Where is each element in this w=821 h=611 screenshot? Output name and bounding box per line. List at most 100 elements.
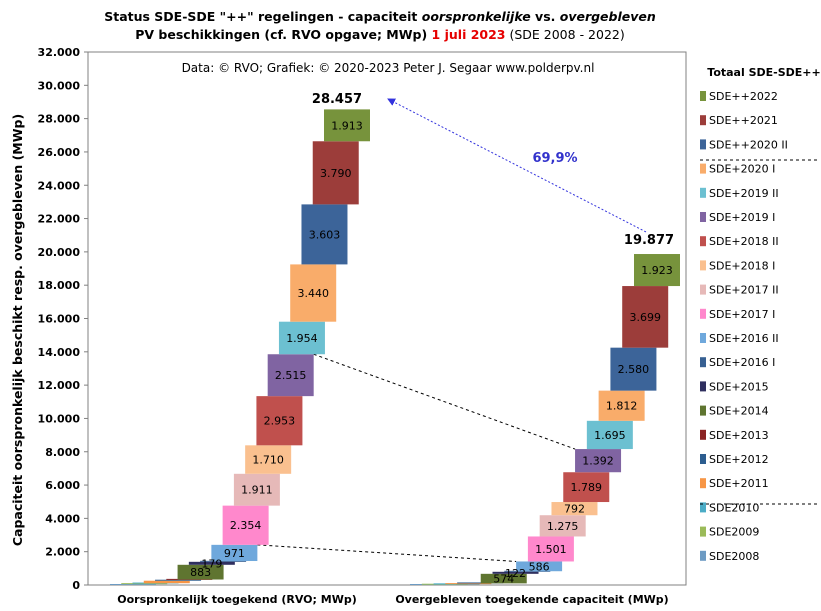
legend-item: SDE+2020 I: [709, 163, 775, 176]
bar-sde-2017-ii-original: [233, 473, 280, 506]
chart-title-line1: Status SDE-SDE "++" regelingen - capacit…: [104, 9, 656, 24]
legend-item: SDE++2020 II: [709, 138, 788, 151]
segment-label: 1.501: [535, 543, 567, 556]
segment-label: 574: [493, 573, 514, 586]
bar-sde-2018-ii-remaining: [563, 472, 610, 503]
segment-label: 1.710: [252, 454, 284, 467]
legend-item: SDE+2018 II: [709, 235, 779, 248]
bar-sde-2019-ii-original: [278, 321, 325, 355]
y-tick-label: 8.000: [45, 446, 80, 459]
segment-label: 883: [190, 566, 211, 579]
y-tick-label: 12.000: [38, 379, 81, 392]
bar-sde-2018-i-original: [245, 445, 292, 474]
segment-label: 1.392: [582, 455, 614, 468]
y-tick-label: 28.000: [38, 113, 81, 126]
legend-swatch: [700, 139, 706, 150]
bar-sde-2012-original: [155, 579, 202, 581]
y-tick-label: 22.000: [38, 213, 81, 226]
bar-sde-2016-i-remaining: [504, 570, 551, 572]
bar-sde-2022-original: [324, 109, 370, 142]
bar-sde-2018-i-remaining: [551, 502, 598, 516]
segment-label: 1.911: [241, 484, 273, 497]
y-tick-label: 14.000: [38, 346, 81, 359]
segment-label: 2.953: [264, 415, 296, 428]
bar-sde-2011-remaining: [445, 583, 492, 585]
legend-item: SDE+2016 II: [709, 332, 779, 345]
segment-label: 2.580: [618, 363, 650, 376]
credit-text: Data: © RVO; Grafiek: © 2020-2023 Peter …: [182, 61, 595, 75]
legend-item: SDE+2011: [709, 477, 769, 490]
segment-label: 1.923: [641, 264, 673, 277]
legend-item: SDE2010: [709, 501, 759, 514]
legend-item: SDE+2017 I: [709, 308, 775, 321]
y-tick-label: 20.000: [38, 246, 81, 259]
bar-sde-2019-i-original: [267, 354, 314, 397]
segment-label: 1.695: [594, 429, 626, 442]
bar-sde-2014-original: [177, 564, 224, 580]
chart-title-line2: PV beschikkingen (cf. RVO opgave; MWp) 1…: [135, 27, 625, 42]
legend-item: SDE+2018 I: [709, 259, 775, 272]
y-tick-label: 32.000: [38, 46, 81, 59]
connector-lines: [257, 353, 576, 562]
y-tick-label: 24.000: [38, 179, 81, 192]
segment-label: 179: [201, 557, 222, 570]
segment-label: 122: [505, 567, 526, 580]
legend-swatch: [700, 333, 706, 343]
category-label-remaining: Overgebleven toegekende capaciteit (MWp): [395, 593, 668, 606]
bar-sde-2015-remaining: [492, 571, 539, 574]
y-tick-label: 2.000: [45, 546, 80, 559]
bar-sde-2015-original: [188, 561, 235, 565]
total-label-original: 28.457: [312, 92, 362, 107]
legend-item: SDE+2019 II: [709, 187, 779, 200]
legend-item: SDE+2014: [709, 405, 769, 418]
segment-label: 586: [529, 560, 550, 573]
percentage-annotation: 69,9%: [532, 151, 577, 166]
legend-swatch: [700, 115, 706, 126]
bar-sde-2018-ii-original: [256, 396, 303, 446]
bar-sde-2020-i-remaining: [598, 390, 645, 421]
legend-swatch: [700, 381, 706, 392]
segment-label: 2.515: [275, 369, 307, 382]
connector-line: [313, 353, 576, 450]
bar-sde-2017-ii-remaining: [539, 515, 586, 537]
y-tick-label: 16.000: [38, 313, 81, 326]
legend-swatch: [700, 187, 706, 198]
legend-item: SDE++2022: [709, 90, 778, 103]
bar-sde2009-original: [121, 583, 168, 585]
segment-label: 1.812: [606, 400, 638, 413]
segment-label: 2.354: [230, 519, 262, 532]
y-axis-label: Capaciteit oorspronkelijk beschikt resp.…: [10, 114, 25, 546]
bar-sde-2016-ii-original: [211, 544, 258, 562]
segment-label: 971: [224, 547, 245, 560]
segment-label: 1.275: [547, 520, 579, 533]
segment-label: 1.913: [331, 119, 363, 132]
legend-swatch: [700, 526, 706, 537]
bar-sde-2017-i-remaining: [527, 536, 574, 562]
bar-sde-2014-remaining: [480, 573, 527, 584]
segment-label: 792: [564, 503, 585, 516]
bar-sde-2019-i-remaining: [575, 449, 622, 473]
total-label-remaining: 19.877: [624, 233, 674, 248]
y-tick-label: 26.000: [38, 146, 81, 159]
y-tick-label: 0: [72, 579, 80, 592]
segment-label: 3.699: [629, 311, 661, 324]
bar-sde-2021-remaining: [622, 286, 669, 348]
connector-line: [257, 544, 517, 562]
legend-item: SDE+2017 II: [709, 284, 779, 297]
legend-swatch: [700, 454, 706, 464]
bar-sde-2020-ii-remaining: [610, 347, 657, 391]
bar-sde2008-original: [110, 584, 156, 585]
legend-item: SDE++2021: [709, 114, 778, 127]
bar-sde-2016-i-original: [200, 560, 247, 562]
legend-swatch: [700, 212, 706, 222]
legend-swatch: [700, 429, 706, 440]
y-axis: 0 2.000 4.000 6.000 8.000 10.000 12.000 14.000 1…: [38, 46, 88, 592]
segment-label: 1.789: [571, 481, 603, 494]
bar-sde-2016-ii-remaining: [516, 561, 563, 572]
segment-label: 3.603: [309, 228, 341, 241]
bar-sde-2011-original: [143, 580, 190, 584]
bar-sde-2019-ii-remaining: [586, 420, 633, 450]
legend-item: SDE+2013: [709, 429, 769, 442]
